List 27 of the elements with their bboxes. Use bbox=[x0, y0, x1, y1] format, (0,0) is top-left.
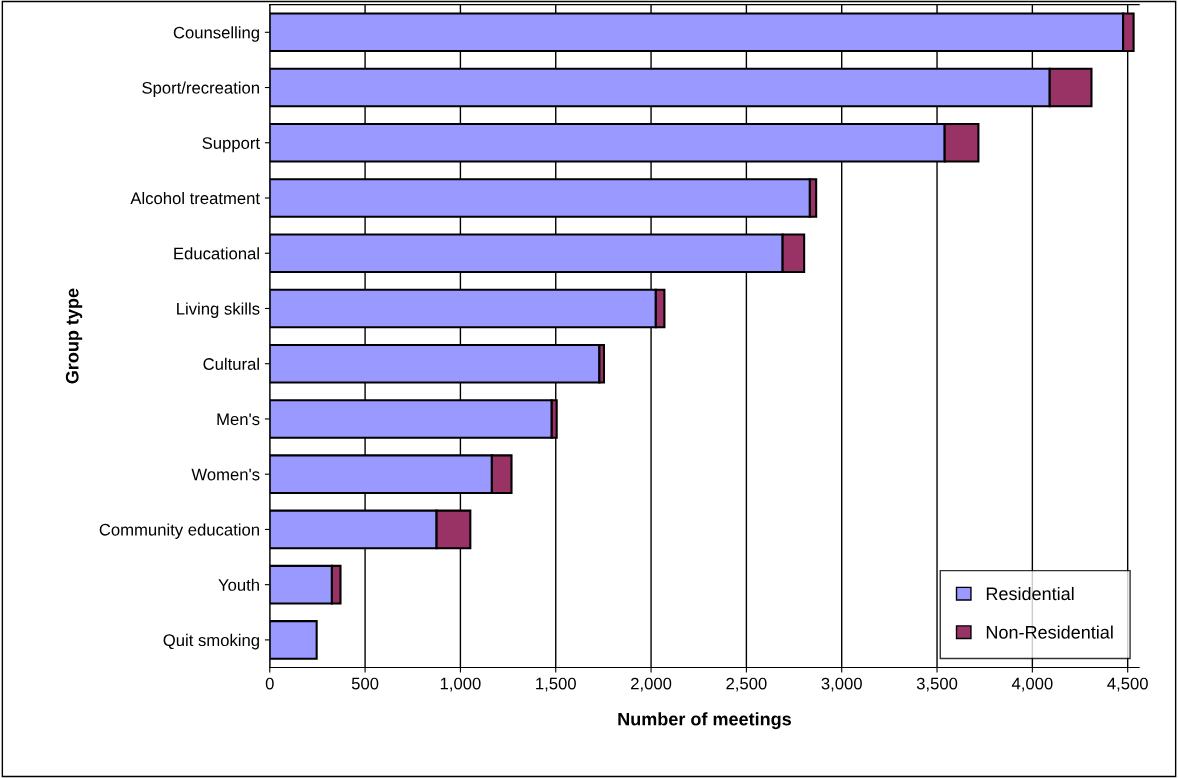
x-tick-label: 2,000 bbox=[631, 677, 672, 692]
y-tick-label: Counselling bbox=[173, 26, 259, 42]
y-tick-label: Youth bbox=[218, 578, 259, 591]
x-tick-label: 1,000 bbox=[440, 677, 481, 692]
y-axis-title: Group type bbox=[65, 288, 83, 384]
x-tick-label: 2,500 bbox=[726, 677, 767, 692]
x-tick-label: 4,000 bbox=[1011, 677, 1053, 692]
y-tick-label: Quit smoking bbox=[163, 633, 259, 650]
y-tick-label: Women's bbox=[191, 468, 260, 481]
bar bbox=[269, 620, 318, 660]
y-tick-label: Community education bbox=[99, 523, 259, 539]
x-tick-label: 4,500 bbox=[1107, 677, 1148, 692]
y-tick-label: Cultural bbox=[203, 357, 259, 370]
y-tick-label: Alcohol treatment bbox=[130, 191, 260, 205]
y-tick-label: Support bbox=[202, 137, 260, 153]
x-tick-label: 3,000 bbox=[821, 677, 862, 692]
x-tick-label: 3,500 bbox=[916, 677, 958, 692]
x-tick-label: 0 bbox=[265, 677, 274, 690]
legend-label: Non-Residential bbox=[986, 625, 1113, 639]
y-tick-label: Living skills bbox=[177, 302, 260, 318]
y-tick-label: Men's bbox=[217, 413, 260, 426]
y-tick-label: Educational bbox=[174, 247, 259, 260]
x-tick-label: 500 bbox=[351, 677, 379, 690]
x-tick-label: 1,500 bbox=[536, 677, 576, 692]
x-axis-title: Number of meetings bbox=[618, 712, 791, 730]
legend-label: Residential bbox=[986, 586, 1074, 601]
y-tick-label: Sport/recreation bbox=[142, 81, 259, 98]
